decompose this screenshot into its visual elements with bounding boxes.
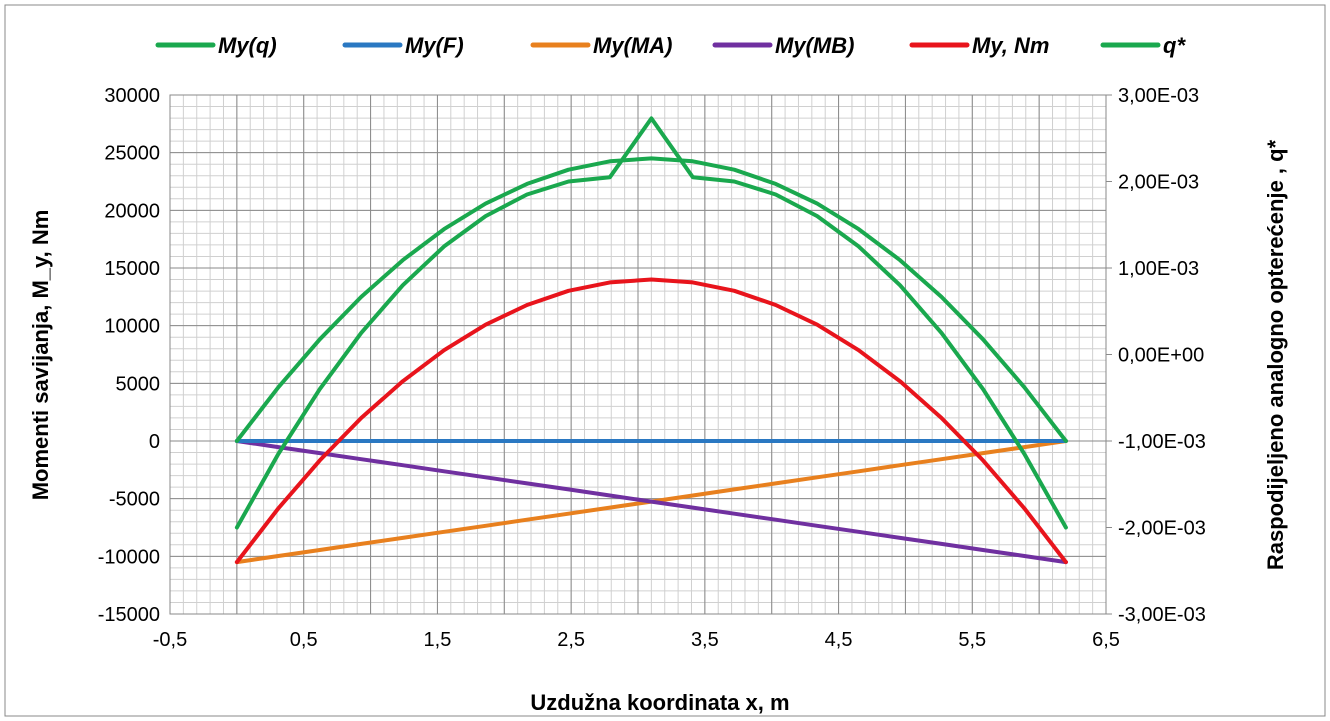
legend-label-my-f: My(F) [405,33,464,58]
series-line-my-nm [234,277,1068,565]
y-axis-title: Momenti savijanja, M_y, Nm [28,210,53,501]
legend: My(q) My(F) My(MA) My(MB) My, Nm q* [155,33,1186,58]
y2-tick-label: -2,00E-03 [1118,518,1206,540]
y-tick-label: 5000 [116,373,161,395]
legend-label-my-q: My(q) [218,33,277,58]
y2-tick-label: 2,00E-03 [1118,172,1199,194]
y2-tick-label: 3,00E-03 [1118,85,1199,107]
y-tick-label: -15000 [98,604,160,626]
y-tick-label: 25000 [104,143,160,165]
legend-label-my-nm: My, Nm [972,33,1049,58]
legend-label-my-ma: My(MA) [593,33,672,58]
x-axis-title: Uzdužna koordinata x, m [530,690,789,715]
series-line-q [234,116,1068,530]
y-tick-label: 30000 [104,85,160,107]
x-tick-label: 0,5 [290,629,318,651]
x-tick-label: 2,5 [557,629,585,651]
y2-axis-title: Raspodijeljeno analogno opterećenje , q* [1263,139,1288,570]
x-tick-label: -0,5 [153,629,187,651]
y-tick-label: -5000 [109,489,160,511]
legend-label-q: q* [1163,33,1186,58]
series-line-my-mb [234,439,1068,565]
y2-tick-label: -3,00E-03 [1118,604,1206,626]
y2-tick-label: 1,00E-03 [1118,258,1199,280]
y-tick-label: 15000 [104,258,160,280]
y2-tick-label: -1,00E-03 [1118,431,1206,453]
x-tick-label: 4,5 [825,629,853,651]
y2-tick-label: 0,00E+00 [1118,345,1204,367]
y-tick-label: 10000 [104,316,160,338]
x-tick-label: 3,5 [691,629,719,651]
y-tick-label: 0 [149,431,160,453]
series-line-my-q [234,156,1068,443]
x-tick-label: 6,5 [1092,629,1120,651]
series-layer [234,116,1068,565]
x-tick-label: 5,5 [958,629,986,651]
legend-label-my-mb: My(MB) [775,33,854,58]
x-tick-label: 1,5 [424,629,452,651]
y-tick-label: -10000 [98,546,160,568]
axes-layer: -0,5 0,5 1,5 2,5 3,5 4,5 5,5 6,5 -15000 -10000 -50… [98,85,1206,651]
y-tick-label: 20000 [104,200,160,222]
